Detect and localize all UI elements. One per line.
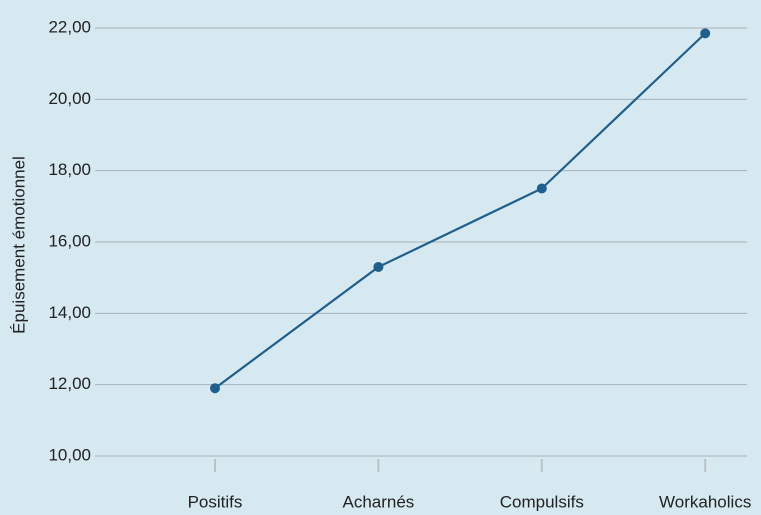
x-tick-label: Positifs	[188, 492, 243, 511]
point	[700, 28, 711, 39]
x-tick-label: Workaholics	[659, 492, 751, 511]
line	[214, 32, 706, 390]
x-tick-label: Acharnés	[342, 492, 414, 511]
y-tick-label: 12,00	[48, 374, 91, 393]
y-tick-label: 20,00	[48, 89, 91, 108]
y-tick-label: 10,00	[48, 445, 91, 464]
point	[210, 383, 220, 394]
point	[373, 261, 384, 272]
point	[536, 183, 547, 194]
y-tick-label: 16,00	[48, 231, 91, 250]
y-tick-label: 22,00	[48, 18, 91, 37]
x-tick-label: Compulsifs	[500, 492, 584, 511]
y-tick-label: 14,00	[48, 303, 91, 322]
y-tick-label: 18,00	[48, 160, 91, 179]
y-axis-label: Épuisement émotionnel	[9, 156, 28, 334]
